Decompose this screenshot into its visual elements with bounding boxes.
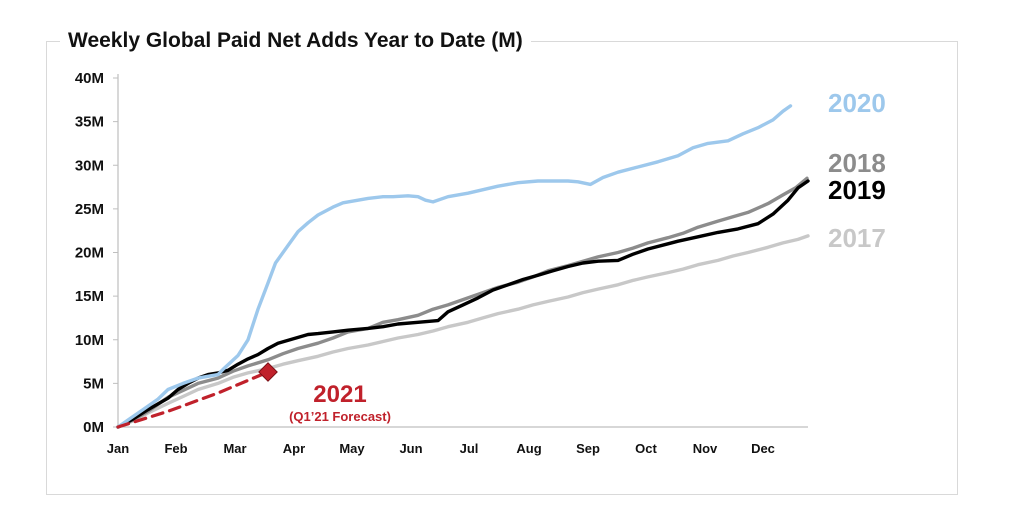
y-tick-label: 30M (75, 157, 104, 174)
y-tick-label: 5M (83, 375, 104, 392)
series-line-2020 (116, 104, 793, 429)
series-lines (116, 104, 810, 429)
x-tick-label: Jul (460, 441, 479, 456)
forecast-diamond-marker (258, 362, 278, 382)
x-tick-label: Jan (107, 441, 129, 456)
x-tick-label: Feb (164, 441, 187, 456)
x-tick-label: Aug (516, 441, 541, 456)
y-tick-label: 10M (75, 332, 104, 349)
series-label-2017: 2017 (828, 223, 886, 253)
series-label-2019: 2019 (828, 175, 886, 205)
x-tick-label: Jun (399, 441, 422, 456)
x-tick-labels: Jan Feb Mar Apr May Jun Jul Aug Sep Oct Nov Dec (107, 441, 775, 456)
x-tick-label: Sep (576, 441, 600, 456)
series-label-2018: 2018 (828, 148, 886, 178)
y-tick-label: 25M (75, 201, 104, 218)
series-line-2018 (116, 176, 809, 429)
x-tick-label: Apr (283, 441, 305, 456)
series-line-2021 (116, 370, 270, 429)
y-tick-label: 40M (75, 70, 104, 87)
chart-title: Weekly Global Paid Net Adds Year to Date… (60, 26, 531, 56)
x-tick-label: Mar (223, 441, 246, 456)
forecast-note-label: (Q1’21 Forecast) (289, 409, 391, 424)
axes (117, 74, 808, 428)
y-tick-label: 20M (75, 245, 104, 262)
y-tick-label: 15M (75, 288, 104, 305)
y-tick-label: 35M (75, 114, 104, 131)
y-tick-labels: 0M 5M 10M 15M 20M 25M 30M 35M 40M (75, 70, 118, 436)
x-tick-label: Nov (693, 441, 718, 456)
series-line-2017 (116, 234, 810, 429)
y-tick-label: 0M (83, 419, 104, 436)
x-tick-label: Dec (751, 441, 775, 456)
x-tick-label: Oct (635, 441, 657, 456)
forecast-year-label: 2021 (313, 381, 366, 408)
series-label-2020: 2020 (828, 88, 886, 118)
x-tick-label: May (339, 441, 365, 456)
